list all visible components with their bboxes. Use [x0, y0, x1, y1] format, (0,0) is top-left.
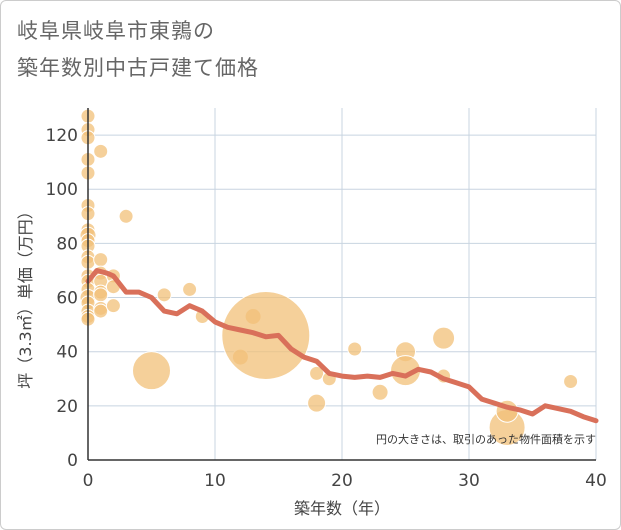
grid-lines: [88, 108, 597, 460]
bubble-series: [79, 108, 579, 447]
trend-line: [85, 268, 599, 424]
y-tick-label: 0: [67, 451, 78, 471]
data-bubble: [432, 326, 456, 350]
data-bubble: [93, 143, 109, 159]
chart-title-line-1: 岐阜県岐阜市東鶉の: [17, 19, 215, 43]
data-bubble: [93, 303, 109, 319]
x-tick-label: 10: [204, 471, 226, 491]
y-axis-label: 坪（3.3㎡）単価（万円）: [16, 203, 35, 388]
data-bubble: [182, 281, 198, 297]
y-tick-label: 60: [56, 289, 78, 309]
data-bubble: [347, 341, 363, 357]
y-tick-label: 80: [56, 234, 78, 254]
y-tick-label: 20: [56, 397, 78, 417]
data-bubble: [309, 365, 325, 381]
data-bubble: [93, 252, 109, 268]
axes: 0 20 40 60 80 100 120 0 10 20 30 40: [46, 108, 607, 491]
data-bubble: [105, 298, 121, 314]
data-bubble: [118, 208, 134, 224]
x-tick-label: 30: [458, 471, 480, 491]
data-bubble: [371, 383, 389, 401]
data-bubble: [563, 373, 579, 389]
y-tick-label: 100: [46, 180, 78, 200]
data-bubble: [93, 287, 109, 303]
data-bubble: [156, 287, 172, 303]
bubble-size-note: 円の大きさは、取引のあった物件面積を示す: [376, 432, 596, 446]
trend-line-group: [85, 268, 599, 424]
y-tick-label: 120: [46, 126, 78, 146]
y-tick-label: 40: [56, 343, 78, 363]
x-tick-label: 20: [331, 471, 353, 491]
data-bubble: [307, 393, 327, 413]
data-bubble: [132, 351, 171, 391]
x-tick-label: 0: [83, 471, 94, 491]
chart-title-line-2: 築年数別中古戸建て価格: [17, 56, 259, 80]
x-tick-label: 40: [585, 471, 607, 491]
chart-title: 岐阜県岐阜市東鶉の 築年数別中古戸建て価格: [17, 13, 259, 87]
x-axis-label: 築年数（年）: [294, 499, 390, 518]
